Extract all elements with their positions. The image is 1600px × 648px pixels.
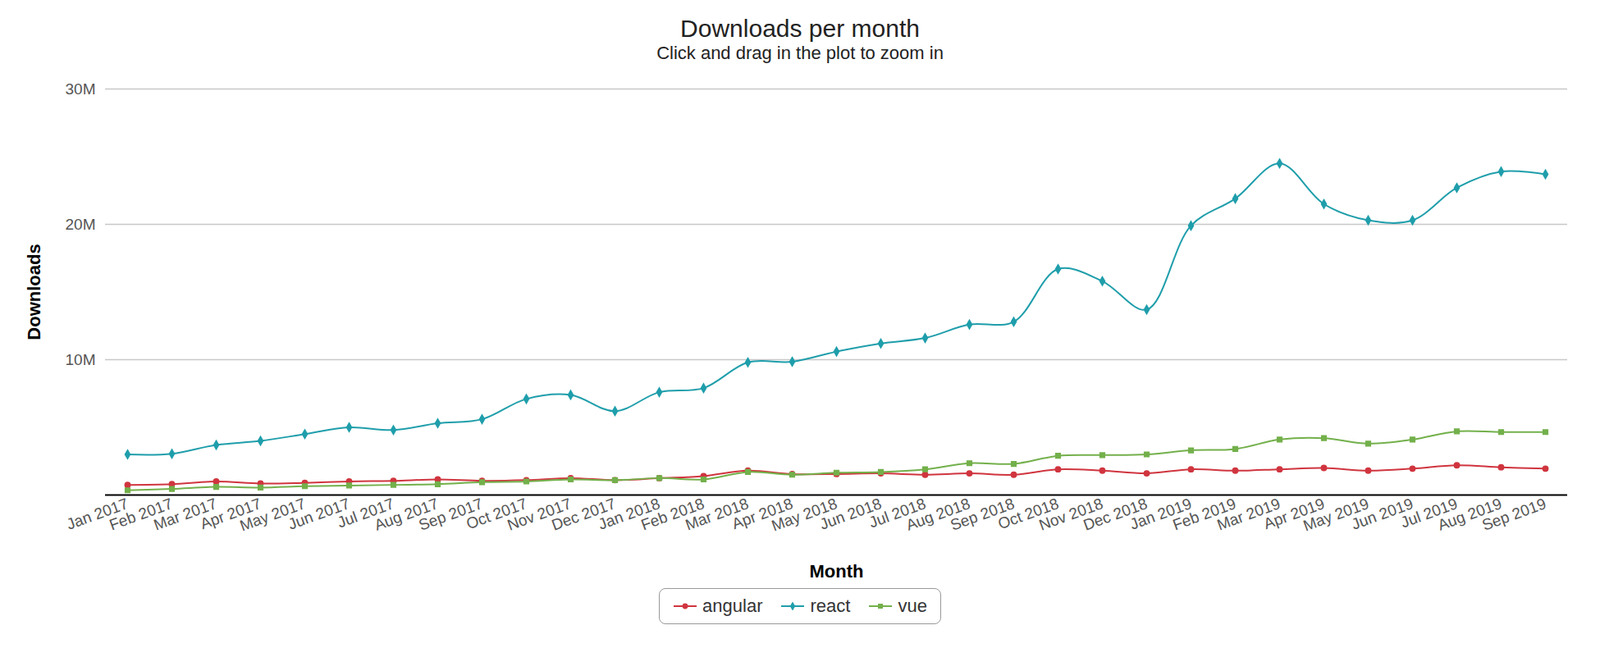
svg-text:Feb 2017: Feb 2017 <box>106 494 175 534</box>
svg-text:Feb 2019: Feb 2019 <box>1170 494 1239 534</box>
svg-text:Mar 2017: Mar 2017 <box>151 494 219 534</box>
svg-text:Sep 2018: Sep 2018 <box>947 494 1017 534</box>
svg-text:Jun 2018: Jun 2018 <box>817 494 884 534</box>
html-text:Downloads per month: Downloads per month <box>680 14 920 42</box>
svg-text:Dec 2017: Dec 2017 <box>549 494 618 534</box>
svg-text:Month: Month <box>809 561 864 582</box>
svg-text:20M: 20M <box>65 215 96 234</box>
svg-text:Jul 2018: Jul 2018 <box>866 494 928 532</box>
svg-text:Aug 2019: Aug 2019 <box>1435 494 1504 534</box>
svg-text:Jan 2019: Jan 2019 <box>1127 494 1194 534</box>
svg-text:Jun 2017: Jun 2017 <box>285 494 352 534</box>
svg-text:Apr 2017: Apr 2017 <box>197 494 264 533</box>
html-text:vue: vue <box>897 595 928 617</box>
svg-text:Nov 2018: Nov 2018 <box>1036 494 1106 534</box>
svg-text:Downloads: Downloads <box>23 243 45 340</box>
svg-text:Feb 2018: Feb 2018 <box>638 494 707 534</box>
html-text:Click and drag in the plot to: Click and drag in the plot to zoom in <box>656 42 944 64</box>
svg-text:Mar 2019: Mar 2019 <box>1214 494 1283 534</box>
svg-text:Jan 2018: Jan 2018 <box>595 494 663 534</box>
svg-text:Apr 2018: Apr 2018 <box>729 494 795 533</box>
svg-text:Jul 2017: Jul 2017 <box>335 494 397 532</box>
svg-text:Sep 2019: Sep 2019 <box>1479 494 1549 535</box>
svg-text:30M: 30M <box>65 80 96 98</box>
svg-text:Nov 2017: Nov 2017 <box>504 494 574 534</box>
svg-text:Dec 2018: Dec 2018 <box>1080 494 1150 534</box>
svg-text:May 2018: May 2018 <box>769 494 840 535</box>
svg-text:Jun 2019: Jun 2019 <box>1349 494 1416 534</box>
html-text:react: react <box>810 595 851 617</box>
svg-text:Mar 2018: Mar 2018 <box>682 494 751 534</box>
svg-text:May 2017: May 2017 <box>237 494 308 535</box>
svg-text:Apr 2019: Apr 2019 <box>1261 494 1327 533</box>
svg-text:10M: 10M <box>65 351 96 369</box>
svg-text:Oct 2018: Oct 2018 <box>995 494 1061 533</box>
html-text:angular: angular <box>702 595 763 617</box>
svg-text:Jan 2017: Jan 2017 <box>64 494 131 534</box>
svg-text:Aug 2017: Aug 2017 <box>371 494 441 534</box>
svg-text:May 2019: May 2019 <box>1300 494 1371 535</box>
svg-text:Sep 2017: Sep 2017 <box>416 494 485 534</box>
svg-text:Jul 2019: Jul 2019 <box>1398 494 1460 532</box>
svg-text:Oct 2017: Oct 2017 <box>463 494 530 533</box>
svg-text:Aug 2018: Aug 2018 <box>903 494 973 534</box>
